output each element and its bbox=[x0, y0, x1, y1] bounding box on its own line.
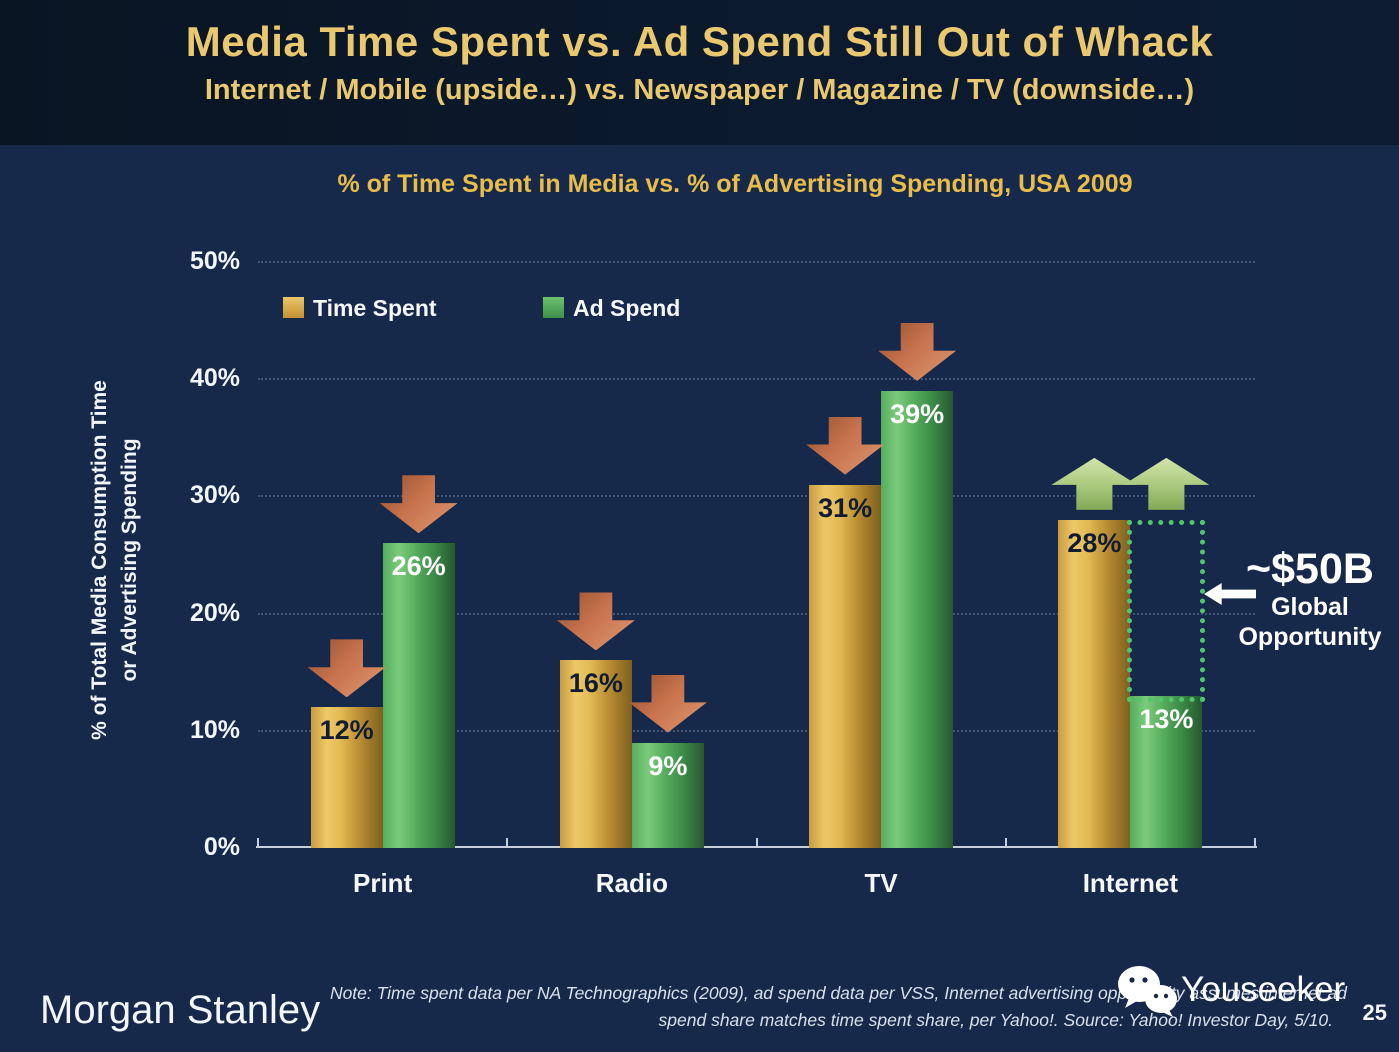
source-note-line2: spend share matches time spent share, pe… bbox=[658, 1010, 1333, 1030]
slide-title: Media Time Spent vs. Ad Spend Still Out … bbox=[185, 18, 1214, 65]
wechat-icon bbox=[1118, 966, 1177, 1017]
legend-swatch-ad-spend bbox=[543, 297, 564, 318]
category-label-internet: Internet bbox=[1082, 868, 1179, 898]
gridline-30 bbox=[258, 495, 1255, 498]
opportunity-gap-box bbox=[1127, 519, 1206, 702]
gridline-40 bbox=[258, 378, 1255, 381]
gridline-10 bbox=[258, 729, 1255, 732]
category-label-radio: Radio bbox=[595, 868, 668, 898]
axis-tick-2 bbox=[755, 838, 758, 847]
bar-print-gold bbox=[310, 707, 383, 848]
legend-label-time-spent: Time Spent bbox=[313, 295, 437, 321]
title-band bbox=[0, 0, 1399, 145]
axis-tick-4 bbox=[1254, 838, 1256, 847]
bar-value-radio-gold: 16% bbox=[568, 668, 623, 699]
bar-value-radio-green: 9% bbox=[648, 750, 688, 781]
bar-radio-gold bbox=[559, 660, 632, 848]
ytick-label-40: 40% bbox=[189, 364, 240, 393]
ytick-label-20: 20% bbox=[189, 598, 240, 627]
ytick-label-10: 10% bbox=[189, 715, 240, 744]
brand-logo: Morgan Stanley bbox=[40, 988, 321, 1032]
gridline-20 bbox=[258, 612, 1255, 615]
opportunity-label-line1: Global bbox=[1271, 593, 1349, 621]
watermark: Youseeker bbox=[1115, 962, 1385, 1022]
legend-swatch-time-spent bbox=[283, 297, 304, 318]
opportunity-annotation: ~$50B Global Opportunity bbox=[1222, 546, 1398, 652]
bar-print-green bbox=[382, 543, 455, 848]
bar-internet-green bbox=[1130, 695, 1203, 848]
axis-tick-1 bbox=[506, 838, 509, 847]
y-axis-label-line2: or Advertising Spending bbox=[118, 438, 141, 682]
bar-tv-green bbox=[881, 390, 954, 848]
bar-value-print-gold: 12% bbox=[319, 715, 374, 746]
y-axis-label-line1: % of Total Media Consumption Time bbox=[88, 380, 111, 740]
page-number: 25 bbox=[1362, 1000, 1387, 1025]
up-arrow-icon-internet-green bbox=[1123, 457, 1210, 510]
bar-value-internet-green: 13% bbox=[1139, 703, 1194, 734]
bar-tv-gold bbox=[809, 484, 882, 848]
watermark-text: Youseeker bbox=[1181, 970, 1346, 1009]
source-note: Note: Time spent data per NA Technograph… bbox=[287, 980, 1347, 1034]
axis-tick-3 bbox=[1004, 838, 1007, 847]
slide-subtitle: Internet / Mobile (upside…) vs. Newspape… bbox=[204, 74, 1195, 106]
bar-internet-gold bbox=[1058, 519, 1131, 848]
bar-value-print-green: 26% bbox=[391, 551, 446, 582]
opportunity-value: ~$50B bbox=[1246, 545, 1374, 593]
legend-label-ad-spend: Ad Spend bbox=[573, 295, 681, 321]
bar-value-tv-gold: 31% bbox=[818, 492, 873, 523]
opportunity-label-line2: Opportunity bbox=[1238, 623, 1382, 651]
down-arrow-icon-tv-green bbox=[878, 322, 957, 381]
bar-radio-green bbox=[631, 742, 704, 848]
category-label-print: Print bbox=[353, 868, 413, 898]
axis-tick-0 bbox=[257, 838, 259, 847]
down-arrow-icon-radio-gold bbox=[556, 592, 635, 651]
down-arrow-icon-print-gold bbox=[307, 639, 386, 698]
chart-title: % of Time Spent in Media vs. % of Advert… bbox=[337, 170, 1133, 198]
bar-value-tv-green: 39% bbox=[890, 398, 945, 429]
x-axis-line bbox=[256, 846, 1257, 848]
category-label-tv: TV bbox=[864, 868, 898, 898]
ytick-label-0: 0% bbox=[203, 833, 240, 861]
bar-value-internet-gold: 28% bbox=[1067, 527, 1122, 558]
up-arrow-icon-internet-gold bbox=[1051, 457, 1138, 510]
ytick-label-50: 50% bbox=[189, 247, 240, 275]
down-arrow-icon-print-green bbox=[379, 475, 458, 534]
gridline-50 bbox=[258, 261, 1255, 263]
source-note-line1: Note: Time spent data per NA Technograph… bbox=[329, 983, 1347, 1003]
ytick-label-30: 30% bbox=[189, 481, 240, 510]
